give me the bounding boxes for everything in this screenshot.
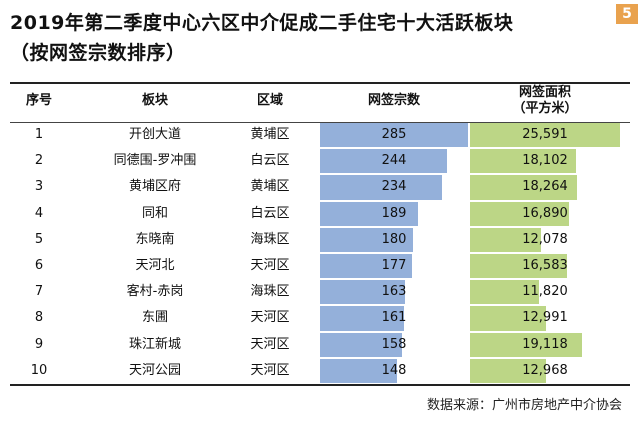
header-rule bbox=[10, 122, 630, 123]
block-cell: 开创大道 bbox=[128, 127, 181, 142]
area-bar bbox=[470, 175, 578, 200]
count-bar bbox=[320, 332, 403, 357]
count-label: 158 bbox=[381, 336, 407, 352]
district-cell: 海珠区 bbox=[250, 284, 290, 300]
header-block: 板块 bbox=[141, 93, 168, 108]
area-bar bbox=[470, 149, 577, 174]
area-label: 19,118 bbox=[522, 336, 568, 352]
area-label: 18,264 bbox=[522, 179, 568, 195]
header-rank: 序号 bbox=[25, 93, 52, 108]
count-label: 244 bbox=[381, 153, 407, 169]
rank-cell: 3 bbox=[34, 179, 44, 195]
count-label: 234 bbox=[381, 179, 407, 195]
rank-cell: 10 bbox=[30, 362, 48, 378]
count-bar bbox=[320, 280, 405, 305]
page-number-badge: 5 bbox=[616, 4, 638, 24]
district-cell: 天河区 bbox=[250, 258, 290, 273]
count-bar bbox=[320, 123, 468, 148]
district-cell: 天河区 bbox=[250, 310, 290, 326]
rank-cell: 2 bbox=[34, 153, 44, 169]
area-label: 11,820 bbox=[522, 284, 568, 300]
district-cell: 天河区 bbox=[250, 362, 290, 378]
block-cell: 同德围-罗冲围 bbox=[113, 153, 197, 169]
count-bar bbox=[320, 149, 447, 174]
page-subtitle: （按网签宗数排序） bbox=[10, 42, 186, 64]
rank-cell: 5 bbox=[34, 231, 44, 247]
count-label: 161 bbox=[381, 310, 407, 326]
page-title: 2019年第二季度中心六区中介促成二手住宅十大活跃板块 bbox=[10, 12, 514, 34]
count-bar bbox=[320, 201, 419, 226]
district-cell: 海珠区 bbox=[250, 231, 290, 247]
block-cell: 东晓南 bbox=[135, 231, 175, 247]
block-cell: 同和 bbox=[141, 205, 168, 221]
district-cell: 黄埔区 bbox=[250, 179, 290, 195]
count-label: 148 bbox=[381, 362, 407, 378]
area-bar bbox=[470, 332, 583, 357]
count-bar bbox=[320, 175, 442, 200]
area-label: 12,968 bbox=[522, 362, 568, 378]
block-cell: 东圃 bbox=[141, 310, 168, 326]
rank-cell: 1 bbox=[34, 127, 44, 142]
table-top-rule bbox=[10, 82, 630, 84]
header-district: 区域 bbox=[256, 93, 283, 108]
rank-cell: 6 bbox=[34, 258, 44, 273]
count-label: 163 bbox=[381, 284, 407, 300]
count-bar bbox=[320, 254, 412, 279]
rank-cell: 8 bbox=[34, 310, 44, 326]
block-cell: 黄埔区府 bbox=[128, 179, 181, 195]
area-label: 18,102 bbox=[522, 153, 568, 169]
area-label: 16,890 bbox=[522, 205, 568, 221]
area-bar bbox=[470, 254, 568, 279]
count-bar bbox=[320, 358, 397, 383]
area-bar bbox=[470, 358, 546, 383]
count-label: 189 bbox=[381, 205, 407, 221]
area-bar bbox=[470, 227, 541, 252]
count-bar bbox=[320, 227, 414, 252]
district-cell: 黄埔区 bbox=[250, 127, 290, 142]
count-label: 285 bbox=[381, 127, 407, 142]
count-label: 177 bbox=[381, 258, 407, 273]
area-label: 12,991 bbox=[522, 310, 568, 326]
header-area-line2: （平方米） bbox=[512, 101, 578, 116]
count-label: 180 bbox=[381, 231, 407, 247]
source-note: 数据来源：广州市房地产中介协会 bbox=[426, 398, 622, 413]
area-bar bbox=[470, 280, 540, 305]
area-label: 12,078 bbox=[522, 231, 568, 247]
district-cell: 白云区 bbox=[250, 153, 290, 169]
district-cell: 白云区 bbox=[250, 205, 290, 221]
rank-cell: 9 bbox=[34, 336, 44, 352]
district-cell: 天河区 bbox=[250, 336, 290, 352]
header-count: 网签宗数 bbox=[367, 93, 420, 108]
count-bar bbox=[320, 306, 404, 331]
header-area: 网签面积 （平方米） bbox=[470, 85, 620, 117]
block-cell: 天河公园 bbox=[128, 362, 181, 378]
area-bar bbox=[470, 201, 569, 226]
block-cell: 珠江新城 bbox=[128, 336, 181, 352]
area-bar bbox=[470, 306, 547, 331]
table-bottom-rule bbox=[10, 384, 630, 386]
area-bar bbox=[470, 123, 620, 148]
block-cell: 客村-赤岗 bbox=[126, 284, 184, 300]
rank-cell: 7 bbox=[34, 284, 44, 300]
rank-cell: 4 bbox=[34, 205, 44, 221]
block-cell: 天河北 bbox=[135, 258, 175, 273]
area-label: 25,591 bbox=[522, 127, 568, 142]
header-area-line1: 网签面积 bbox=[518, 85, 571, 100]
area-label: 16,583 bbox=[522, 258, 568, 273]
